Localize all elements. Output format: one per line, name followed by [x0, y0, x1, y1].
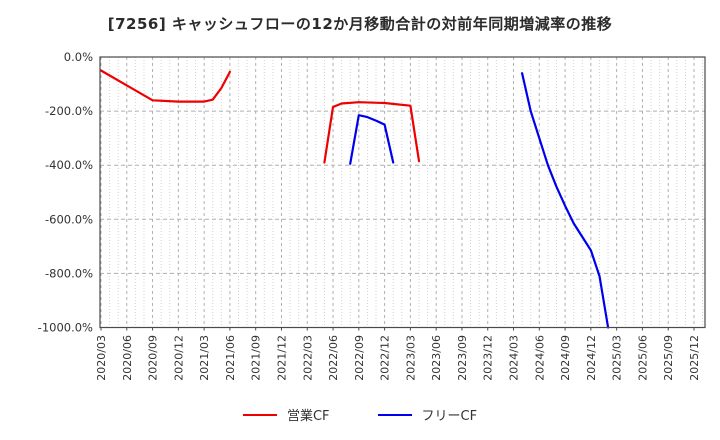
svg-text:2022/12: 2022/12	[379, 335, 392, 381]
svg-text:2025/03: 2025/03	[611, 335, 624, 381]
operating-cf-legend-label: 営業CF	[286, 409, 330, 424]
horizontal-gridlines	[100, 110, 705, 274]
svg-text:2024/09: 2024/09	[559, 335, 572, 381]
svg-text:-400.0%: -400.0%	[45, 158, 93, 172]
svg-text:2025/12: 2025/12	[688, 335, 701, 381]
svg-text:2020/09: 2020/09	[147, 335, 160, 381]
vertical-gridlines	[100, 57, 704, 328]
x-axis-tick-labels: 2020/03 2020/06 2020/09 2020/12 2021/03 2021/…	[95, 327, 701, 381]
svg-text:2022/03: 2022/03	[301, 335, 314, 381]
svg-text:2023/12: 2023/12	[482, 335, 495, 381]
svg-text:-200.0%: -200.0%	[45, 104, 93, 118]
svg-text:-1000.0%: -1000.0%	[38, 321, 93, 335]
free-cf-legend-label: フリーCF	[421, 409, 478, 424]
svg-text:2023/06: 2023/06	[430, 335, 443, 381]
svg-text:2020/12: 2020/12	[172, 335, 185, 381]
free-cf-line-swatch	[377, 413, 412, 416]
svg-text:2023/09: 2023/09	[456, 335, 469, 381]
svg-text:2021/03: 2021/03	[198, 335, 211, 381]
legend-item-operating-cf: 営業CF	[242, 405, 330, 424]
svg-text:2021/12: 2021/12	[276, 335, 289, 381]
svg-text:-600.0%: -600.0%	[45, 212, 93, 226]
chart-legend: 営業CF フリーCF	[0, 405, 720, 424]
svg-text:2025/06: 2025/06	[636, 335, 649, 381]
plot-border	[99, 56, 706, 329]
svg-text:2025/09: 2025/09	[662, 335, 675, 381]
svg-text:2023/03: 2023/03	[404, 335, 417, 381]
series-line-0	[99, 69, 421, 164]
svg-text:2020/03: 2020/03	[95, 335, 108, 381]
svg-text:2024/06: 2024/06	[533, 335, 546, 381]
series-line-1	[349, 72, 610, 329]
svg-text:2021/09: 2021/09	[250, 335, 263, 381]
operating-cf-line-swatch	[242, 413, 277, 416]
svg-text:2021/06: 2021/06	[224, 335, 237, 381]
svg-text:-800.0%: -800.0%	[45, 266, 93, 280]
legend-item-free-cf: フリーCF	[377, 405, 478, 424]
y-axis-tick-labels: 0.0% -200.0% -400.0% -600.0% -800.0% -1000.0%	[38, 50, 93, 335]
svg-text:2020/06: 2020/06	[121, 335, 134, 381]
svg-text:2024/03: 2024/03	[508, 335, 521, 381]
svg-text:2024/12: 2024/12	[585, 335, 598, 381]
svg-text:2022/06: 2022/06	[327, 335, 340, 381]
svg-text:0.0%: 0.0%	[64, 50, 93, 64]
svg-text:2022/09: 2022/09	[353, 335, 366, 381]
chart-title: [7256] キャッシュフローの12か月移動合計の対前年同期増減率の推移	[107, 15, 613, 33]
